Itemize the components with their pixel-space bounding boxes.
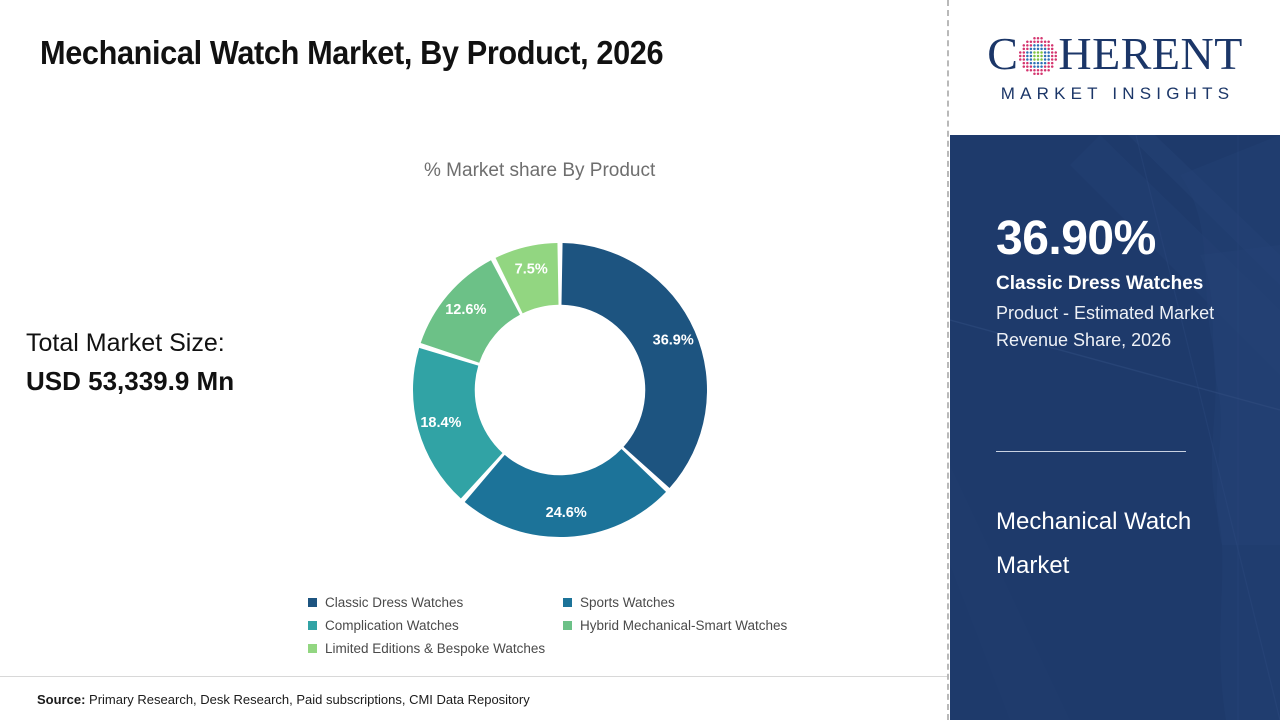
globe-dots-icon (1019, 37, 1058, 75)
legend-label: Complication Watches (325, 618, 459, 633)
donut-slices (413, 243, 707, 537)
legend-item-sports-watches[interactable]: Sports Watches (563, 596, 675, 609)
total-market-size-value: USD 53,339.9 Mn (26, 366, 235, 396)
donut-data-labels: 36.9% 24.6% 18.4% 12.6% 7.5% (420, 262, 694, 522)
source-note: Source: Primary Research, Desk Research,… (37, 692, 530, 707)
chart-legend: Classic Dress Watches Sports Watches Com… (308, 596, 868, 665)
legend-swatch-icon (563, 621, 572, 630)
donut-chart: 36.9% 24.6% 18.4% 12.6% 7.5% (395, 220, 725, 560)
stat-panel: 36.90% Classic Dress Watches Product - E… (950, 135, 1280, 720)
slice-data-label: 36.9% (653, 332, 694, 348)
stat-value: 36.90% (996, 212, 1156, 265)
legend-row: Classic Dress Watches Sports Watches (308, 596, 868, 609)
vertical-dashed-divider (947, 0, 949, 720)
panel-market-name: Mechanical Watch Market (996, 508, 1192, 580)
slice-data-label: 12.6% (445, 302, 486, 318)
panel-divider (996, 451, 1186, 452)
logo-letters-herent: HERENT (1058, 28, 1243, 79)
source-text: Primary Research, Desk Research, Paid su… (85, 692, 530, 707)
logo-letter-c: C (987, 28, 1019, 79)
chart-subtitle: % Market share By Product (424, 160, 656, 181)
stat-block: 36.90% Classic Dress Watches Product - E… (996, 212, 1246, 355)
legend-item-classic-dress-watches[interactable]: Classic Dress Watches (308, 596, 563, 609)
legend-label: Classic Dress Watches (325, 595, 464, 610)
legend-swatch-icon (308, 621, 317, 630)
donut-slice[interactable] (495, 243, 559, 314)
slice-data-label: 18.4% (420, 415, 461, 431)
legend-item-hybrid-mechanical-smart-watches[interactable]: Hybrid Mechanical-Smart Watches (563, 619, 787, 632)
legend-label: Hybrid Mechanical-Smart Watches (580, 618, 788, 633)
source-prefix: Source: (37, 692, 86, 707)
legend-label: Limited Editions & Bespoke Watches (325, 641, 546, 656)
map-watermark (950, 135, 1280, 720)
logo-wordmark: C HERENT (987, 31, 1243, 77)
donut-slice[interactable] (561, 243, 707, 489)
total-market-size-block: Total Market Size: USD 53,339.9 Mn (26, 324, 234, 400)
legend-item-complication-watches[interactable]: Complication Watches (308, 619, 563, 632)
total-market-size-label: Total Market Size: (26, 329, 225, 357)
page-title: Mechanical Watch Market, By Product, 202… (40, 34, 664, 71)
donut-chart-svg: 36.9% 24.6% 18.4% 12.6% 7.5% (413, 243, 707, 537)
brand-logo: C HERENT MARKET INSIGHTS (950, 0, 1280, 135)
donut-slice[interactable] (464, 449, 667, 537)
slice-data-label: 7.5% (515, 262, 548, 278)
logo-tagline: MARKET INSIGHTS (1000, 84, 1235, 103)
donut-slice[interactable] (420, 260, 520, 363)
main-content-area: Mechanical Watch Market, By Product, 202… (0, 34, 948, 707)
legend-label: Sports Watches (580, 595, 675, 610)
legend-swatch-icon (308, 644, 317, 653)
stat-name: Classic Dress Watches (996, 272, 1204, 294)
legend-item-limited-editions-bespoke-watches[interactable]: Limited Editions & Bespoke Watches (308, 642, 563, 655)
source-divider (0, 676, 948, 677)
donut-slice[interactable] (413, 347, 503, 499)
legend-row: Limited Editions & Bespoke Watches (308, 642, 868, 655)
legend-row: Complication Watches Hybrid Mechanical-S… (308, 619, 868, 632)
legend-swatch-icon (563, 598, 572, 607)
right-column: C HERENT MARKET INSIGHTS 36.90% Classic … (950, 0, 1280, 720)
legend-swatch-icon (308, 598, 317, 607)
slice-data-label: 24.6% (546, 505, 587, 521)
stat-description: Product - Estimated Market Revenue Share… (996, 302, 1215, 351)
